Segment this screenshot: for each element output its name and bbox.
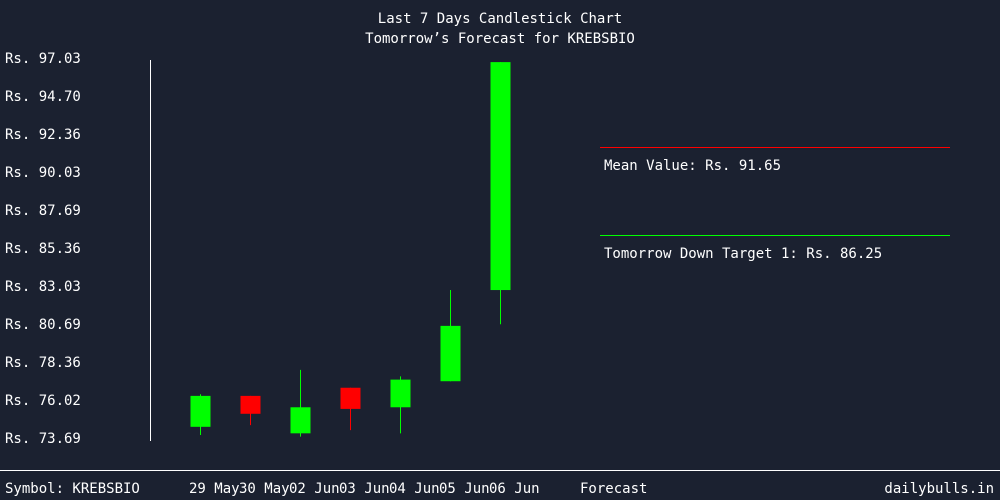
y-tick-label: Rs. 92.36 <box>5 127 81 143</box>
y-tick-label: Rs. 85.36 <box>5 241 81 257</box>
chart-subtitle: Tomorrow’s Forecast for KREBSBIO <box>365 31 635 47</box>
x-tick-label: 29 May <box>189 481 240 497</box>
x-tick-label: 05 Jun <box>439 481 490 497</box>
annotations-group: Mean Value: Rs. 91.65 Tomorrow Down Targe… <box>600 147 950 262</box>
candle-body <box>290 407 311 434</box>
candle-body <box>390 379 411 408</box>
x-tick-label: 06 Jun <box>489 481 540 497</box>
x-tick-label: 30 May <box>239 481 290 497</box>
chart-title: Last 7 Days Candlestick Chart <box>378 11 622 27</box>
candles-group <box>190 62 511 437</box>
y-tick-label: Rs. 94.70 <box>5 89 81 105</box>
candle-body <box>490 62 511 291</box>
x-tick-label: 02 Jun <box>289 481 340 497</box>
footer-forecast-label: Forecast <box>580 481 647 497</box>
candle-body <box>240 395 261 414</box>
candle-body <box>340 387 361 409</box>
y-tick-label: Rs. 78.36 <box>5 355 81 371</box>
y-tick-label: Rs. 80.69 <box>5 317 81 333</box>
footer-symbol: Symbol: KREBSBIO <box>5 481 140 497</box>
y-axis-ticks: Rs. 97.03 Rs. 94.70 Rs. 92.36 Rs. 90.03 Rs. … <box>5 51 81 447</box>
y-tick-label: Rs. 76.02 <box>5 393 81 409</box>
annotation-label: Tomorrow Down Target 1: Rs. 86.25 <box>604 246 882 262</box>
y-tick-label: Rs. 83.03 <box>5 279 81 295</box>
y-tick-label: Rs. 97.03 <box>5 51 81 67</box>
y-tick-label: Rs. 73.69 <box>5 431 81 447</box>
annotation-label: Mean Value: Rs. 91.65 <box>604 158 781 174</box>
y-tick-label: Rs. 87.69 <box>5 203 81 219</box>
candle-body <box>440 325 461 382</box>
y-tick-label: Rs. 90.03 <box>5 165 81 181</box>
footer-site: dailybulls.in <box>884 481 994 497</box>
x-axis-ticks: 29 May 30 May 02 Jun 03 Jun 04 Jun 05 Jun 06 J… <box>189 481 540 497</box>
x-tick-label: 03 Jun <box>339 481 390 497</box>
candle-body <box>190 395 211 427</box>
x-tick-label: 04 Jun <box>389 481 440 497</box>
